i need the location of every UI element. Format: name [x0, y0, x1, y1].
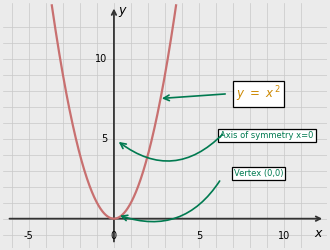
Text: 5: 5	[196, 232, 202, 241]
Text: 10: 10	[95, 54, 107, 64]
Text: y: y	[118, 4, 125, 17]
Text: $y\ =\ x^{\,2}$: $y\ =\ x^{\,2}$	[236, 84, 281, 103]
Text: x: x	[314, 226, 322, 239]
Text: -5: -5	[24, 232, 34, 241]
Text: 0: 0	[111, 232, 117, 241]
Text: Vertex (0,0): Vertex (0,0)	[234, 169, 283, 178]
Text: 10: 10	[278, 232, 290, 241]
Text: Axis of symmetry x=0: Axis of symmetry x=0	[220, 131, 314, 140]
Text: 5: 5	[101, 134, 107, 143]
